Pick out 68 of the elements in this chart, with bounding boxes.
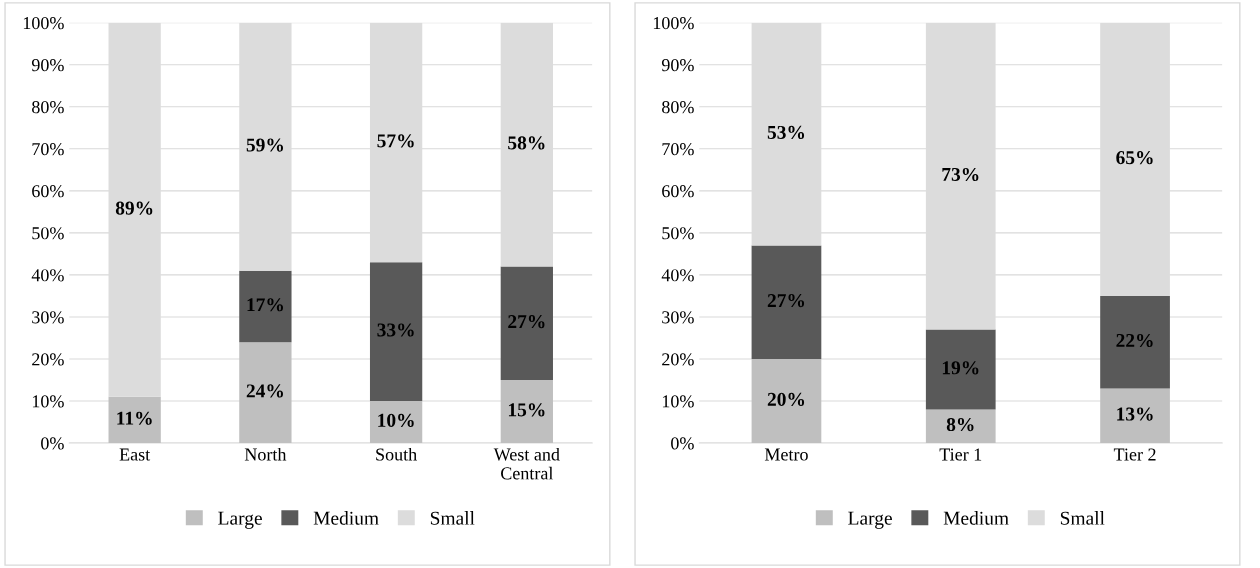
y-tick-label: 100% [653, 16, 694, 30]
y-tick-label: 30% [662, 311, 694, 324]
data-label: 57% [377, 134, 414, 148]
data-label: 19% [942, 361, 979, 375]
y-tick-label: 0% [671, 437, 694, 450]
y-tick-label: 80% [32, 101, 64, 114]
y-tick-label: 60% [662, 185, 694, 198]
data-label: 22% [1116, 333, 1153, 348]
y-tick-label: 40% [31, 269, 64, 282]
data-label: 53% [767, 125, 805, 140]
y-tick-label: 20% [662, 353, 694, 366]
bar [369, 262, 423, 402]
legend-label: Small [1060, 511, 1105, 525]
x-tick-label: South [376, 447, 417, 461]
data-label: 65% [1116, 151, 1153, 165]
bar [925, 409, 996, 444]
y-tick-label: 100% [23, 16, 64, 30]
data-label: 27% [508, 314, 545, 329]
y-tick-label: 50% [32, 227, 64, 240]
data-label: 17% [247, 298, 284, 312]
x-tick-label: Metro [764, 448, 808, 461]
data-label: 20% [767, 392, 805, 406]
bar [751, 358, 822, 444]
bar [500, 266, 553, 380]
bar [751, 245, 822, 359]
y-tick-label: 80% [662, 101, 694, 114]
bar [1100, 388, 1170, 444]
data-label: 24% [246, 384, 284, 398]
data-label: 10% [378, 413, 414, 427]
data-label: 11% [117, 411, 152, 425]
legend-label: Large [218, 511, 262, 529]
x-tick-label: West and Central [493, 447, 560, 480]
data-label: 33% [377, 323, 414, 337]
data-label: 8% [946, 417, 974, 432]
y-tick-label: 10% [662, 395, 694, 408]
legend-label: Medium [943, 511, 1009, 525]
bar [239, 270, 292, 343]
x-tick-label: Tier 2 [1113, 448, 1156, 461]
legend-label: Small [430, 511, 475, 525]
data-label: 58% [508, 136, 545, 150]
bar [239, 342, 292, 444]
bar [108, 396, 161, 444]
data-label: 89% [115, 201, 153, 215]
x-tick-label: North [244, 447, 287, 461]
y-tick-label: 90% [661, 59, 694, 72]
y-tick-label: 30% [32, 311, 64, 324]
y-tick-label: 90% [31, 59, 64, 72]
y-tick-label: 70% [32, 143, 64, 156]
bar [500, 379, 553, 444]
y-tick-label: 10% [32, 395, 64, 408]
y-tick-label: 70% [662, 143, 694, 156]
y-tick-label: 60% [32, 185, 64, 198]
y-tick-label: 50% [662, 227, 694, 240]
bar [925, 329, 996, 410]
data-label: 13% [1117, 407, 1153, 421]
data-label: 59% [246, 138, 284, 152]
bar [1100, 295, 1170, 389]
y-tick-label: 20% [32, 353, 64, 366]
data-label: 73% [942, 167, 979, 182]
y-tick-label: 0% [41, 437, 64, 450]
data-label: 27% [767, 293, 805, 308]
x-tick-label: East [119, 448, 151, 461]
legend-label: Medium [313, 511, 379, 525]
y-tick-label: 40% [661, 269, 694, 282]
legend-label: Large [848, 511, 892, 529]
data-label: 15% [508, 403, 545, 417]
bar [369, 401, 423, 444]
x-tick-label: Tier 1 [939, 448, 982, 461]
